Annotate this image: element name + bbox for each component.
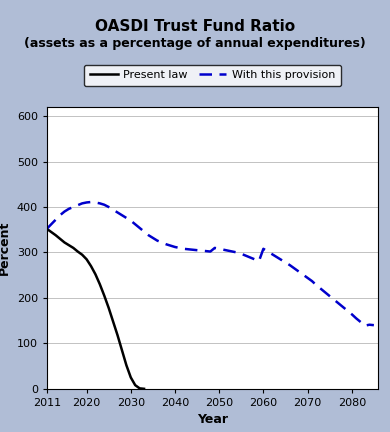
Text: (assets as a percentage of annual expenditures): (assets as a percentage of annual expend…: [24, 37, 366, 50]
Legend: Present law, With this provision: Present law, With this provision: [84, 65, 341, 86]
Y-axis label: Percent: Percent: [0, 221, 11, 275]
Text: OASDI Trust Fund Ratio: OASDI Trust Fund Ratio: [95, 19, 295, 35]
X-axis label: Year: Year: [197, 413, 228, 426]
